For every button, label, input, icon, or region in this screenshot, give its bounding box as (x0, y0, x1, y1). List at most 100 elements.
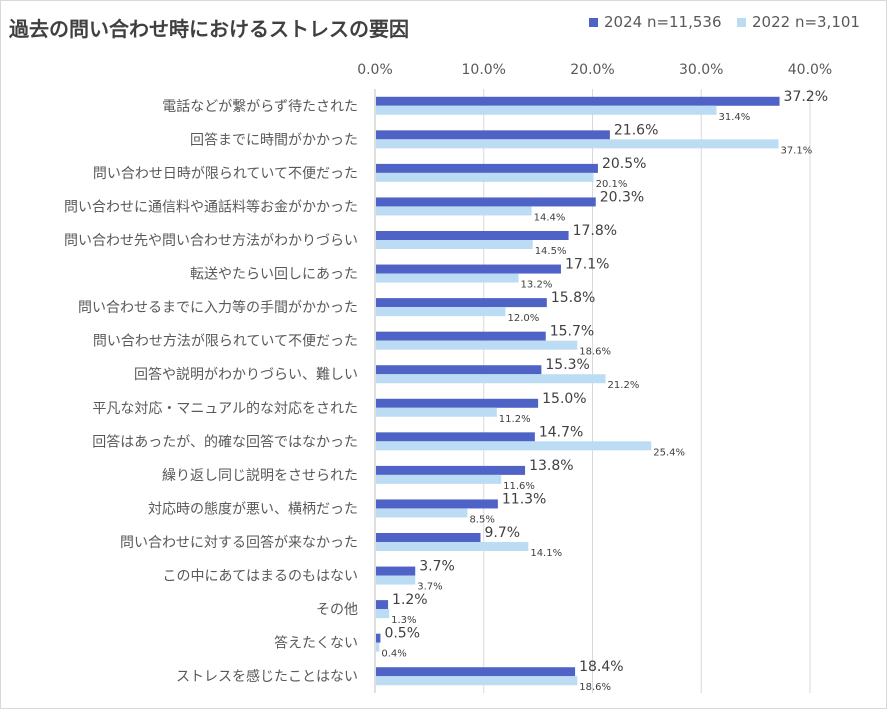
bar-2024 (376, 667, 576, 677)
bar-2024 (376, 231, 569, 240)
data-label-2022: 3.7% (417, 582, 442, 593)
data-label-2024: 15.7% (550, 324, 594, 340)
bar-2022 (376, 206, 532, 216)
data-label-2022: 11.6% (503, 481, 535, 492)
data-label-2024: 9.7% (484, 525, 520, 541)
legend-label-2022: 2022 n=3,101 (752, 13, 860, 31)
category-label: 問い合わせに対する回答が来なかった (120, 534, 358, 551)
bar-2022 (376, 676, 578, 686)
bar-2024 (376, 533, 481, 542)
category-label: 電話などが繋がらず待たされた (162, 98, 358, 115)
data-label-2024: 13.8% (529, 458, 573, 474)
bar-2024 (376, 633, 381, 643)
data-label-2022: 1.3% (391, 615, 416, 626)
legend-item-2024: 2024 n=11,536 (589, 13, 722, 31)
data-label-2024: 18.4% (579, 659, 623, 675)
bar-2022 (376, 542, 529, 551)
category-label: 繰り返し同じ説明をさせられた (162, 468, 358, 484)
bar-2024 (376, 163, 598, 173)
category-label: 問い合わせるまでに入力等の手間がかかった (78, 299, 358, 316)
data-label-2024: 17.8% (573, 223, 617, 239)
x-tick-label: 10.0% (462, 62, 506, 78)
category-label: 回答や説明がわかりづらい、難しい (134, 366, 358, 383)
data-label-2024: 3.7% (419, 559, 455, 575)
data-label-2024: 0.5% (384, 626, 420, 642)
bar-2024 (376, 197, 596, 207)
bar-2024 (376, 264, 561, 274)
data-label-2024: 15.0% (542, 391, 586, 407)
category-label: 平凡な対応・マニュアル的な対応をされた (92, 401, 358, 417)
bar-2022 (376, 105, 717, 115)
x-tick-label: 40.0% (788, 62, 832, 78)
category-label: 答えたくない (274, 635, 358, 652)
bar-2022 (376, 474, 502, 484)
category-label: 回答までに時間がかかった (190, 131, 358, 148)
bar-2024 (376, 96, 780, 106)
data-label-2022: 14.1% (530, 548, 562, 559)
data-label-2022: 18.6% (579, 682, 611, 693)
data-label-2022: 14.5% (535, 246, 567, 257)
bar-2022 (376, 307, 506, 317)
bar-2024 (376, 566, 416, 576)
bar-2024 (376, 465, 526, 475)
data-label-2022: 18.6% (579, 347, 611, 358)
x-tick-label: 30.0% (679, 62, 723, 78)
category-label: 問い合わせに通信料や通話料等お金がかかった (64, 198, 358, 215)
bar-2024 (376, 298, 547, 308)
category-label: ストレスを感じたことはない (176, 668, 358, 685)
bar-2024 (376, 331, 546, 341)
bar-2022 (376, 139, 779, 149)
data-label-2022: 11.2% (499, 414, 531, 425)
data-label-2024: 37.2% (784, 89, 828, 105)
bar-2024 (376, 432, 535, 442)
category-label: 回答はあったが、的確な回答ではなかった (92, 433, 358, 450)
bar-2022 (376, 374, 606, 384)
data-label-2024: 1.2% (392, 592, 428, 608)
category-label: 対応時の態度が悪い、横柄だった (148, 501, 358, 517)
data-label-2022: 0.4% (381, 649, 406, 660)
data-label-2024: 17.1% (565, 257, 609, 273)
bar-2022 (376, 508, 468, 518)
bar-2022 (376, 240, 533, 249)
bar-2022 (376, 172, 594, 182)
bar-2022 (376, 609, 390, 619)
category-label: その他 (316, 602, 358, 618)
x-tick-label: 20.0% (570, 62, 614, 78)
data-label-2024: 21.6% (614, 122, 658, 138)
data-label-2022: 14.4% (534, 212, 566, 223)
bar-2024 (376, 600, 389, 610)
data-label-2022: 21.2% (608, 380, 640, 391)
bar-2024 (376, 398, 539, 408)
data-label-2024: 14.7% (539, 424, 583, 440)
data-label-2024: 11.3% (502, 491, 546, 507)
data-label-2024: 20.5% (602, 156, 646, 172)
data-label-2022: 20.1% (596, 179, 628, 190)
bar-2022 (376, 340, 578, 350)
legend-swatch-2024 (589, 17, 598, 27)
category-label: 問い合わせ日時が限られていて不便だった (93, 166, 358, 182)
legend-item-2022: 2022 n=3,101 (737, 13, 860, 31)
data-label-2024: 20.3% (600, 189, 644, 205)
data-label-2022: 12.0% (508, 313, 540, 324)
bar-2024 (376, 499, 498, 509)
category-label: 問い合わせ先や問い合わせ方法がわかりづらい (64, 233, 358, 249)
data-label-2022: 37.1% (780, 145, 812, 156)
bar-2022 (376, 407, 497, 417)
data-label-2022: 13.2% (521, 280, 553, 291)
data-label-2022: 25.4% (653, 447, 685, 458)
data-label-2024: 15.3% (545, 357, 589, 373)
bar-2024 (376, 130, 610, 140)
bar-2024 (376, 365, 542, 375)
category-label: この中にあてはまるのもはない (163, 569, 358, 585)
data-label-2022: 8.5% (469, 514, 494, 525)
bar-2022 (376, 575, 416, 585)
bar-2022 (376, 273, 519, 283)
data-label-2024: 15.8% (551, 290, 595, 306)
bar-2022 (376, 441, 652, 451)
category-label: 転送やたらい回しにあった (190, 267, 358, 283)
chart-title: 過去の問い合わせ時におけるストレスの要因 (9, 17, 409, 41)
legend-label-2024: 2024 n=11,536 (604, 13, 722, 31)
x-tick-label: 0.0% (357, 62, 393, 78)
